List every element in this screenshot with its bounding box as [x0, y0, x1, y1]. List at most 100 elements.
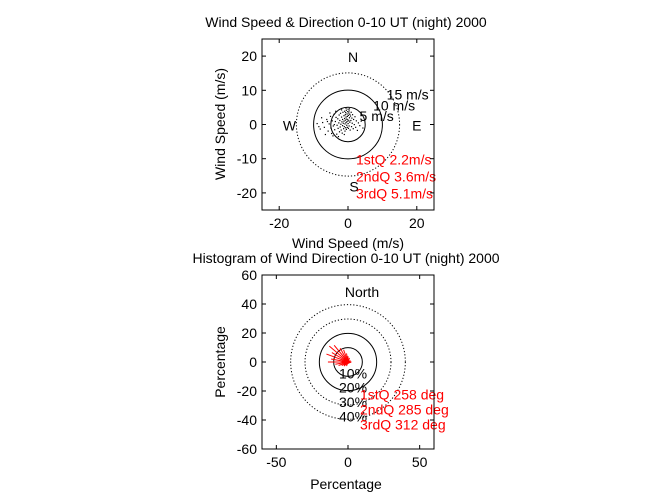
- speed-point: [324, 133, 326, 136]
- speed-point: [349, 121, 351, 123]
- direction-ticks: -50 0 50 60 40 20 0 -20 -40 -60: [237, 267, 434, 470]
- speed-point: [343, 120, 345, 122]
- speed-point: [346, 120, 348, 123]
- speed-point: [337, 127, 339, 129]
- speed-point: [335, 110, 337, 112]
- speed-point: [345, 116, 347, 118]
- speed-point: [333, 113, 335, 115]
- speed-ytick-label: 0: [249, 117, 257, 133]
- direction-ylabel: Percentage: [212, 326, 228, 398]
- speed-ticks: -20 0 20 20 10 0 -10 -20: [237, 39, 434, 231]
- direction-ytick-label: 40: [241, 296, 257, 312]
- speed-point: [347, 111, 349, 113]
- speed-point: [337, 135, 340, 138]
- speed-point: [338, 131, 341, 133]
- speed-point: [345, 107, 347, 109]
- speed-point: [348, 125, 350, 127]
- speed-point: [344, 117, 346, 120]
- speed-ytick-label: 20: [241, 48, 257, 64]
- speed-point: [340, 123, 342, 125]
- speed-point: [347, 108, 349, 110]
- speed-point: [347, 127, 350, 129]
- speed-xtick-label: -20: [269, 215, 289, 231]
- speed-point: [331, 120, 333, 122]
- speed-point: [330, 132, 333, 135]
- direction-chart: Histogram of Wind Direction 0-10 UT (nig…: [192, 250, 499, 492]
- direction-xtick-label: -50: [266, 454, 286, 470]
- direction-ring: [290, 304, 406, 420]
- speed-point: [323, 126, 325, 128]
- speed-quartile-label: 2ndQ 3.6m/s: [356, 169, 436, 185]
- speed-point: [342, 122, 344, 124]
- speed-ytick-label: 10: [241, 82, 257, 98]
- speed-point: [345, 128, 347, 130]
- compass-east: E: [412, 118, 421, 134]
- speed-point: [346, 124, 348, 126]
- direction-ytick-label: -20: [237, 383, 257, 399]
- speed-point: [327, 130, 329, 132]
- compass-south: S: [349, 178, 358, 194]
- speed-point: [341, 121, 343, 123]
- direction-arrowhead: [344, 358, 352, 366]
- direction-chart-title: Histogram of Wind Direction 0-10 UT (nig…: [192, 250, 499, 266]
- speed-point: [349, 115, 352, 117]
- speed-point: [350, 111, 352, 113]
- direction-quartile-label: 2ndQ 285 deg: [360, 402, 449, 418]
- speed-point: [355, 126, 357, 128]
- speed-point: [326, 118, 328, 121]
- speed-point: [321, 117, 323, 119]
- compass-west: W: [283, 118, 297, 134]
- speed-point: [339, 119, 341, 122]
- direction-ytick-label: -60: [237, 441, 257, 457]
- speed-point: [338, 114, 340, 116]
- speed-ylabel: Wind Speed (m/s): [212, 68, 228, 180]
- speed-point: [344, 119, 346, 121]
- speed-point: [318, 126, 320, 128]
- speed-xlabel: Wind Speed (m/s): [292, 235, 404, 251]
- speed-point: [329, 115, 332, 117]
- speed-ytick-label: -10: [237, 151, 257, 167]
- direction-ytick-label: 20: [241, 325, 257, 341]
- speed-point: [346, 126, 349, 128]
- speed-chart-title: Wind Speed & Direction 0-10 UT (night) 2…: [205, 14, 487, 30]
- speed-quartile-label: 3rdQ 5.1m/s: [356, 186, 433, 202]
- direction-ring-label: 10%: [339, 365, 367, 381]
- speed-point: [347, 119, 349, 121]
- direction-xlabel: Percentage: [310, 476, 382, 492]
- speed-ring: [330, 106, 366, 143]
- speed-point: [343, 115, 345, 117]
- speed-ring-label: 10 m/s: [373, 97, 415, 113]
- speed-point: [319, 128, 321, 130]
- direction-ring-label: 20%: [339, 380, 367, 396]
- speed-point: [352, 128, 354, 130]
- speed-point: [344, 130, 346, 132]
- speed-point: [344, 114, 346, 116]
- speed-point: [343, 133, 345, 136]
- speed-point: [351, 114, 354, 116]
- speed-point: [329, 112, 331, 114]
- speed-point: [341, 132, 343, 134]
- speed-point: [316, 122, 318, 125]
- speed-point: [362, 127, 364, 129]
- speed-point: [345, 127, 347, 129]
- speed-point: [353, 124, 355, 126]
- speed-point: [340, 109, 343, 111]
- direction-ytick-label: 0: [249, 354, 257, 370]
- speed-point: [346, 113, 348, 115]
- speed-point: [339, 112, 342, 114]
- direction-ring: [318, 332, 378, 392]
- speed-point: [346, 115, 349, 117]
- speed-point: [342, 111, 344, 113]
- speed-xtick-label: 20: [409, 215, 425, 231]
- speed-point: [350, 119, 352, 122]
- speed-point: [332, 135, 334, 137]
- speed-point: [345, 112, 347, 114]
- speed-point: [341, 118, 344, 121]
- speed-point: [343, 128, 345, 130]
- speed-point: [349, 129, 351, 131]
- direction-ytick-label: -40: [237, 412, 257, 428]
- speed-point: [357, 122, 360, 124]
